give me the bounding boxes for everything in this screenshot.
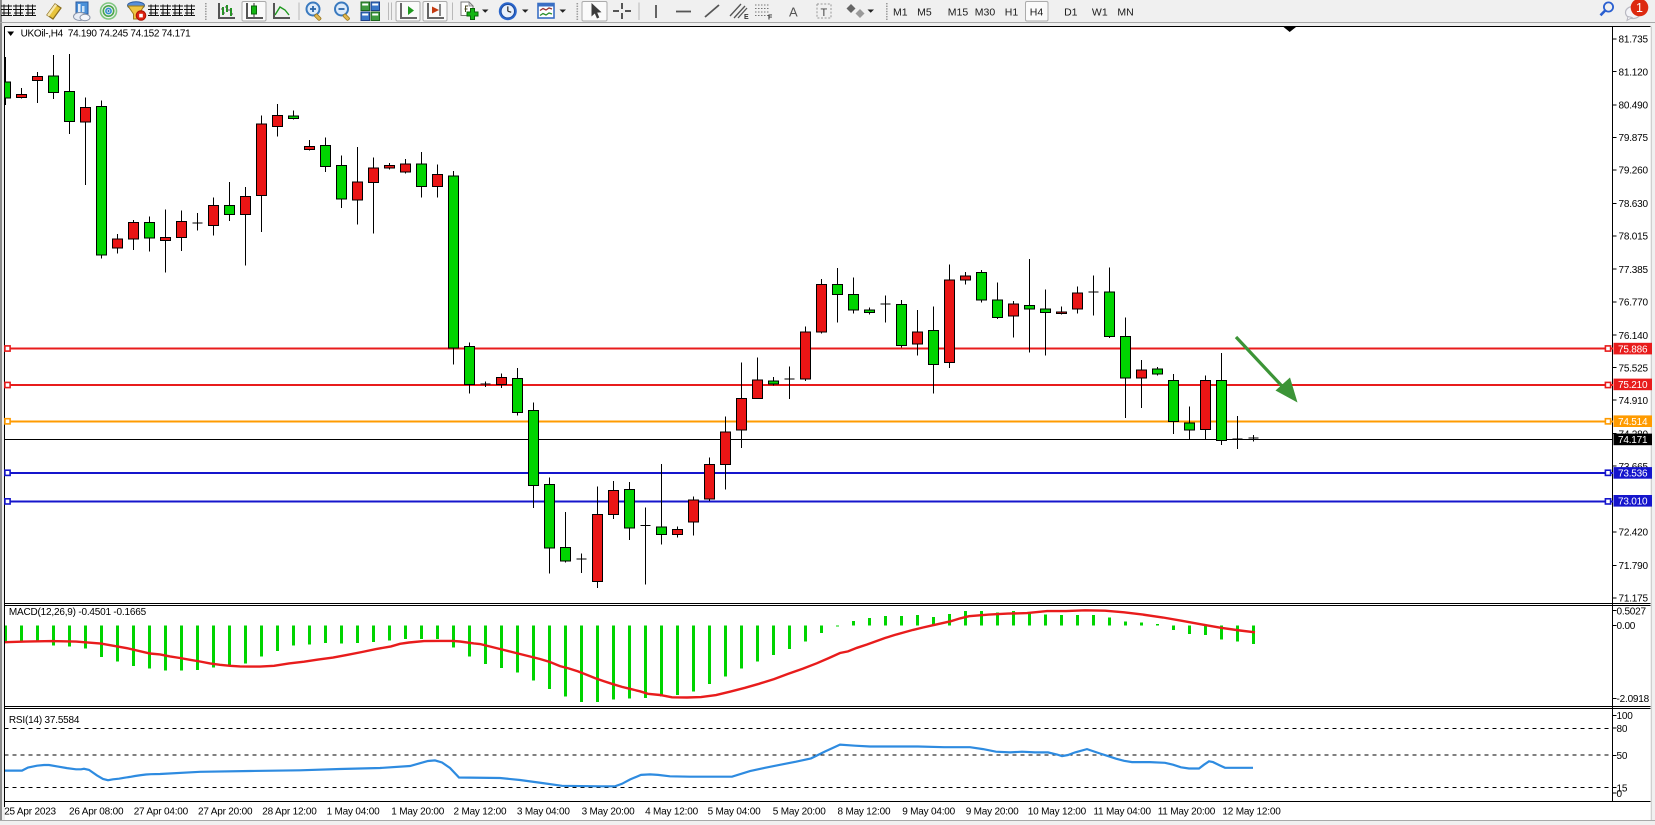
svg-text:RSI(14) 37.5584: RSI(14) 37.5584 <box>9 715 80 726</box>
svg-text:75.525: 75.525 <box>1619 363 1649 374</box>
svg-text:27 Apr 20:00: 27 Apr 20:00 <box>198 807 253 818</box>
svg-text:80: 80 <box>1617 724 1628 735</box>
svg-text:74.910: 74.910 <box>1619 396 1649 407</box>
svg-text:9 May 04:00: 9 May 04:00 <box>902 807 955 818</box>
svg-text:M1: M1 <box>893 6 908 18</box>
svg-text:5 May 20:00: 5 May 20:00 <box>773 807 826 818</box>
svg-text:MACD(12,26,9) -0.4501 -0.1665: MACD(12,26,9) -0.4501 -0.1665 <box>9 607 147 618</box>
svg-text:H4: H4 <box>1030 6 1044 18</box>
svg-text:74.171: 74.171 <box>1618 435 1648 446</box>
svg-text:15: 15 <box>1617 783 1628 794</box>
svg-text:76.140: 76.140 <box>1619 331 1649 342</box>
svg-text:50: 50 <box>1617 751 1628 762</box>
svg-text:0: 0 <box>1617 789 1623 800</box>
svg-text:3 May 04:00: 3 May 04:00 <box>517 807 570 818</box>
svg-text:81.120: 81.120 <box>1619 67 1649 78</box>
svg-text:1: 1 <box>1636 1 1643 15</box>
svg-text:3 May 20:00: 3 May 20:00 <box>582 807 635 818</box>
svg-text:H1: H1 <box>1005 6 1019 18</box>
svg-text:79.260: 79.260 <box>1619 166 1649 177</box>
svg-text:MN: MN <box>1117 6 1133 18</box>
svg-text:-2.0918: -2.0918 <box>1617 694 1650 705</box>
svg-text:1 May 04:00: 1 May 04:00 <box>327 807 380 818</box>
svg-text:77.385: 77.385 <box>1619 265 1649 276</box>
svg-text:71.175: 71.175 <box>1619 594 1649 605</box>
svg-text:T: T <box>821 7 828 19</box>
svg-text:73.010: 73.010 <box>1618 497 1648 508</box>
svg-text:10 May 12:00: 10 May 12:00 <box>1028 807 1087 818</box>
svg-text:72.420: 72.420 <box>1619 528 1649 539</box>
svg-text:74.514: 74.514 <box>1618 417 1648 428</box>
svg-text:1 May 20:00: 1 May 20:00 <box>391 807 444 818</box>
svg-text:M30: M30 <box>975 6 996 18</box>
svg-text:80.490: 80.490 <box>1619 101 1649 112</box>
svg-text:78.015: 78.015 <box>1619 232 1649 243</box>
svg-text:11 May 04:00: 11 May 04:00 <box>1093 807 1151 818</box>
svg-text:D1: D1 <box>1064 6 1078 18</box>
svg-text:78.630: 78.630 <box>1619 199 1649 210</box>
svg-text:27 Apr 04:00: 27 Apr 04:00 <box>134 807 189 818</box>
svg-text:75.210: 75.210 <box>1618 380 1648 391</box>
svg-text:F: F <box>768 15 773 22</box>
svg-text:M5: M5 <box>917 6 932 18</box>
svg-text:A: A <box>789 5 798 20</box>
svg-text:75.886: 75.886 <box>1618 344 1648 355</box>
svg-text:81.735: 81.735 <box>1619 35 1649 46</box>
svg-text:5 May 04:00: 5 May 04:00 <box>708 807 761 818</box>
svg-text:0.00: 0.00 <box>1617 621 1636 632</box>
svg-text:2 May 12:00: 2 May 12:00 <box>454 807 507 818</box>
svg-text:73.536: 73.536 <box>1618 469 1648 480</box>
svg-text:9 May 20:00: 9 May 20:00 <box>966 807 1019 818</box>
svg-text:26 Apr 08:00: 26 Apr 08:00 <box>69 807 124 818</box>
svg-text:11 May 20:00: 11 May 20:00 <box>1158 807 1216 818</box>
svg-text:100: 100 <box>1617 711 1634 722</box>
svg-text:12 May 12:00: 12 May 12:00 <box>1222 807 1281 818</box>
svg-text:79.875: 79.875 <box>1619 133 1649 144</box>
svg-text:76.770: 76.770 <box>1619 298 1649 309</box>
svg-text:M15: M15 <box>948 6 969 18</box>
svg-text:25 Apr 2023: 25 Apr 2023 <box>4 807 56 818</box>
svg-text:4 May 12:00: 4 May 12:00 <box>645 807 698 818</box>
svg-text:UKOil-,H4 74.190 74.245 74.15: UKOil-,H4 74.190 74.245 74.152 74.171 <box>21 29 192 40</box>
svg-text:E: E <box>744 14 749 21</box>
svg-text:8 May 12:00: 8 May 12:00 <box>838 807 891 818</box>
svg-text:71.790: 71.790 <box>1619 561 1649 572</box>
svg-text:0.5027: 0.5027 <box>1617 606 1647 617</box>
svg-text:28 Apr 12:00: 28 Apr 12:00 <box>262 807 317 818</box>
svg-text:W1: W1 <box>1092 6 1108 18</box>
